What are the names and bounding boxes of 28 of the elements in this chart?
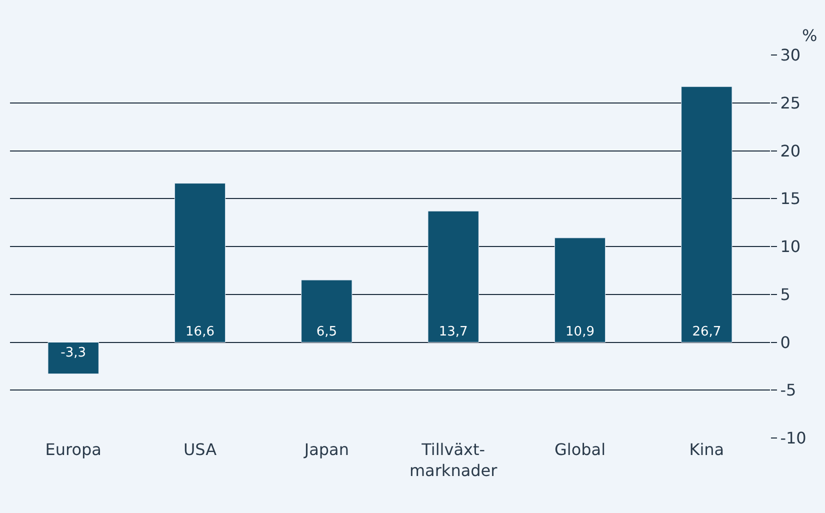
data-label: 16,6: [186, 324, 214, 340]
x-tick-label: USA: [183, 440, 217, 459]
bar: [48, 342, 99, 374]
x-tick-label: Global: [554, 440, 606, 459]
y-tick-label: 25: [780, 93, 801, 112]
y-tick-label: 0: [780, 332, 790, 352]
bar: [681, 86, 732, 342]
x-tick-label: Japan: [303, 440, 349, 459]
bar: [174, 183, 226, 342]
data-label: 26,7: [692, 324, 722, 340]
y-tick-label: 30: [780, 46, 801, 65]
bar: [554, 238, 606, 342]
y-tick-label: 10: [780, 237, 801, 256]
y-tick-label: 5: [780, 284, 790, 304]
x-tick-label: Europa: [45, 440, 102, 459]
data-label: 13,7: [438, 324, 468, 340]
data-label: -3,3: [60, 345, 86, 360]
y-tick-label: -5: [780, 380, 796, 400]
y-tick-label: -10: [780, 428, 806, 448]
y-axis-title: %: [802, 26, 818, 45]
bar: [301, 280, 352, 342]
x-tick-label: Tillväxt- marknader: [409, 440, 498, 480]
data-label: 6,5: [316, 324, 338, 340]
y-tick-label: 20: [780, 141, 801, 160]
data-label: 10,9: [566, 324, 594, 340]
bar: [428, 210, 479, 342]
y-tick-label: 15: [780, 189, 801, 208]
x-tick-label: Kina: [689, 440, 724, 459]
